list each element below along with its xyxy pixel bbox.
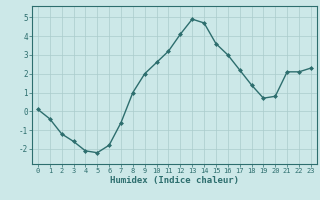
X-axis label: Humidex (Indice chaleur): Humidex (Indice chaleur) (110, 176, 239, 185)
